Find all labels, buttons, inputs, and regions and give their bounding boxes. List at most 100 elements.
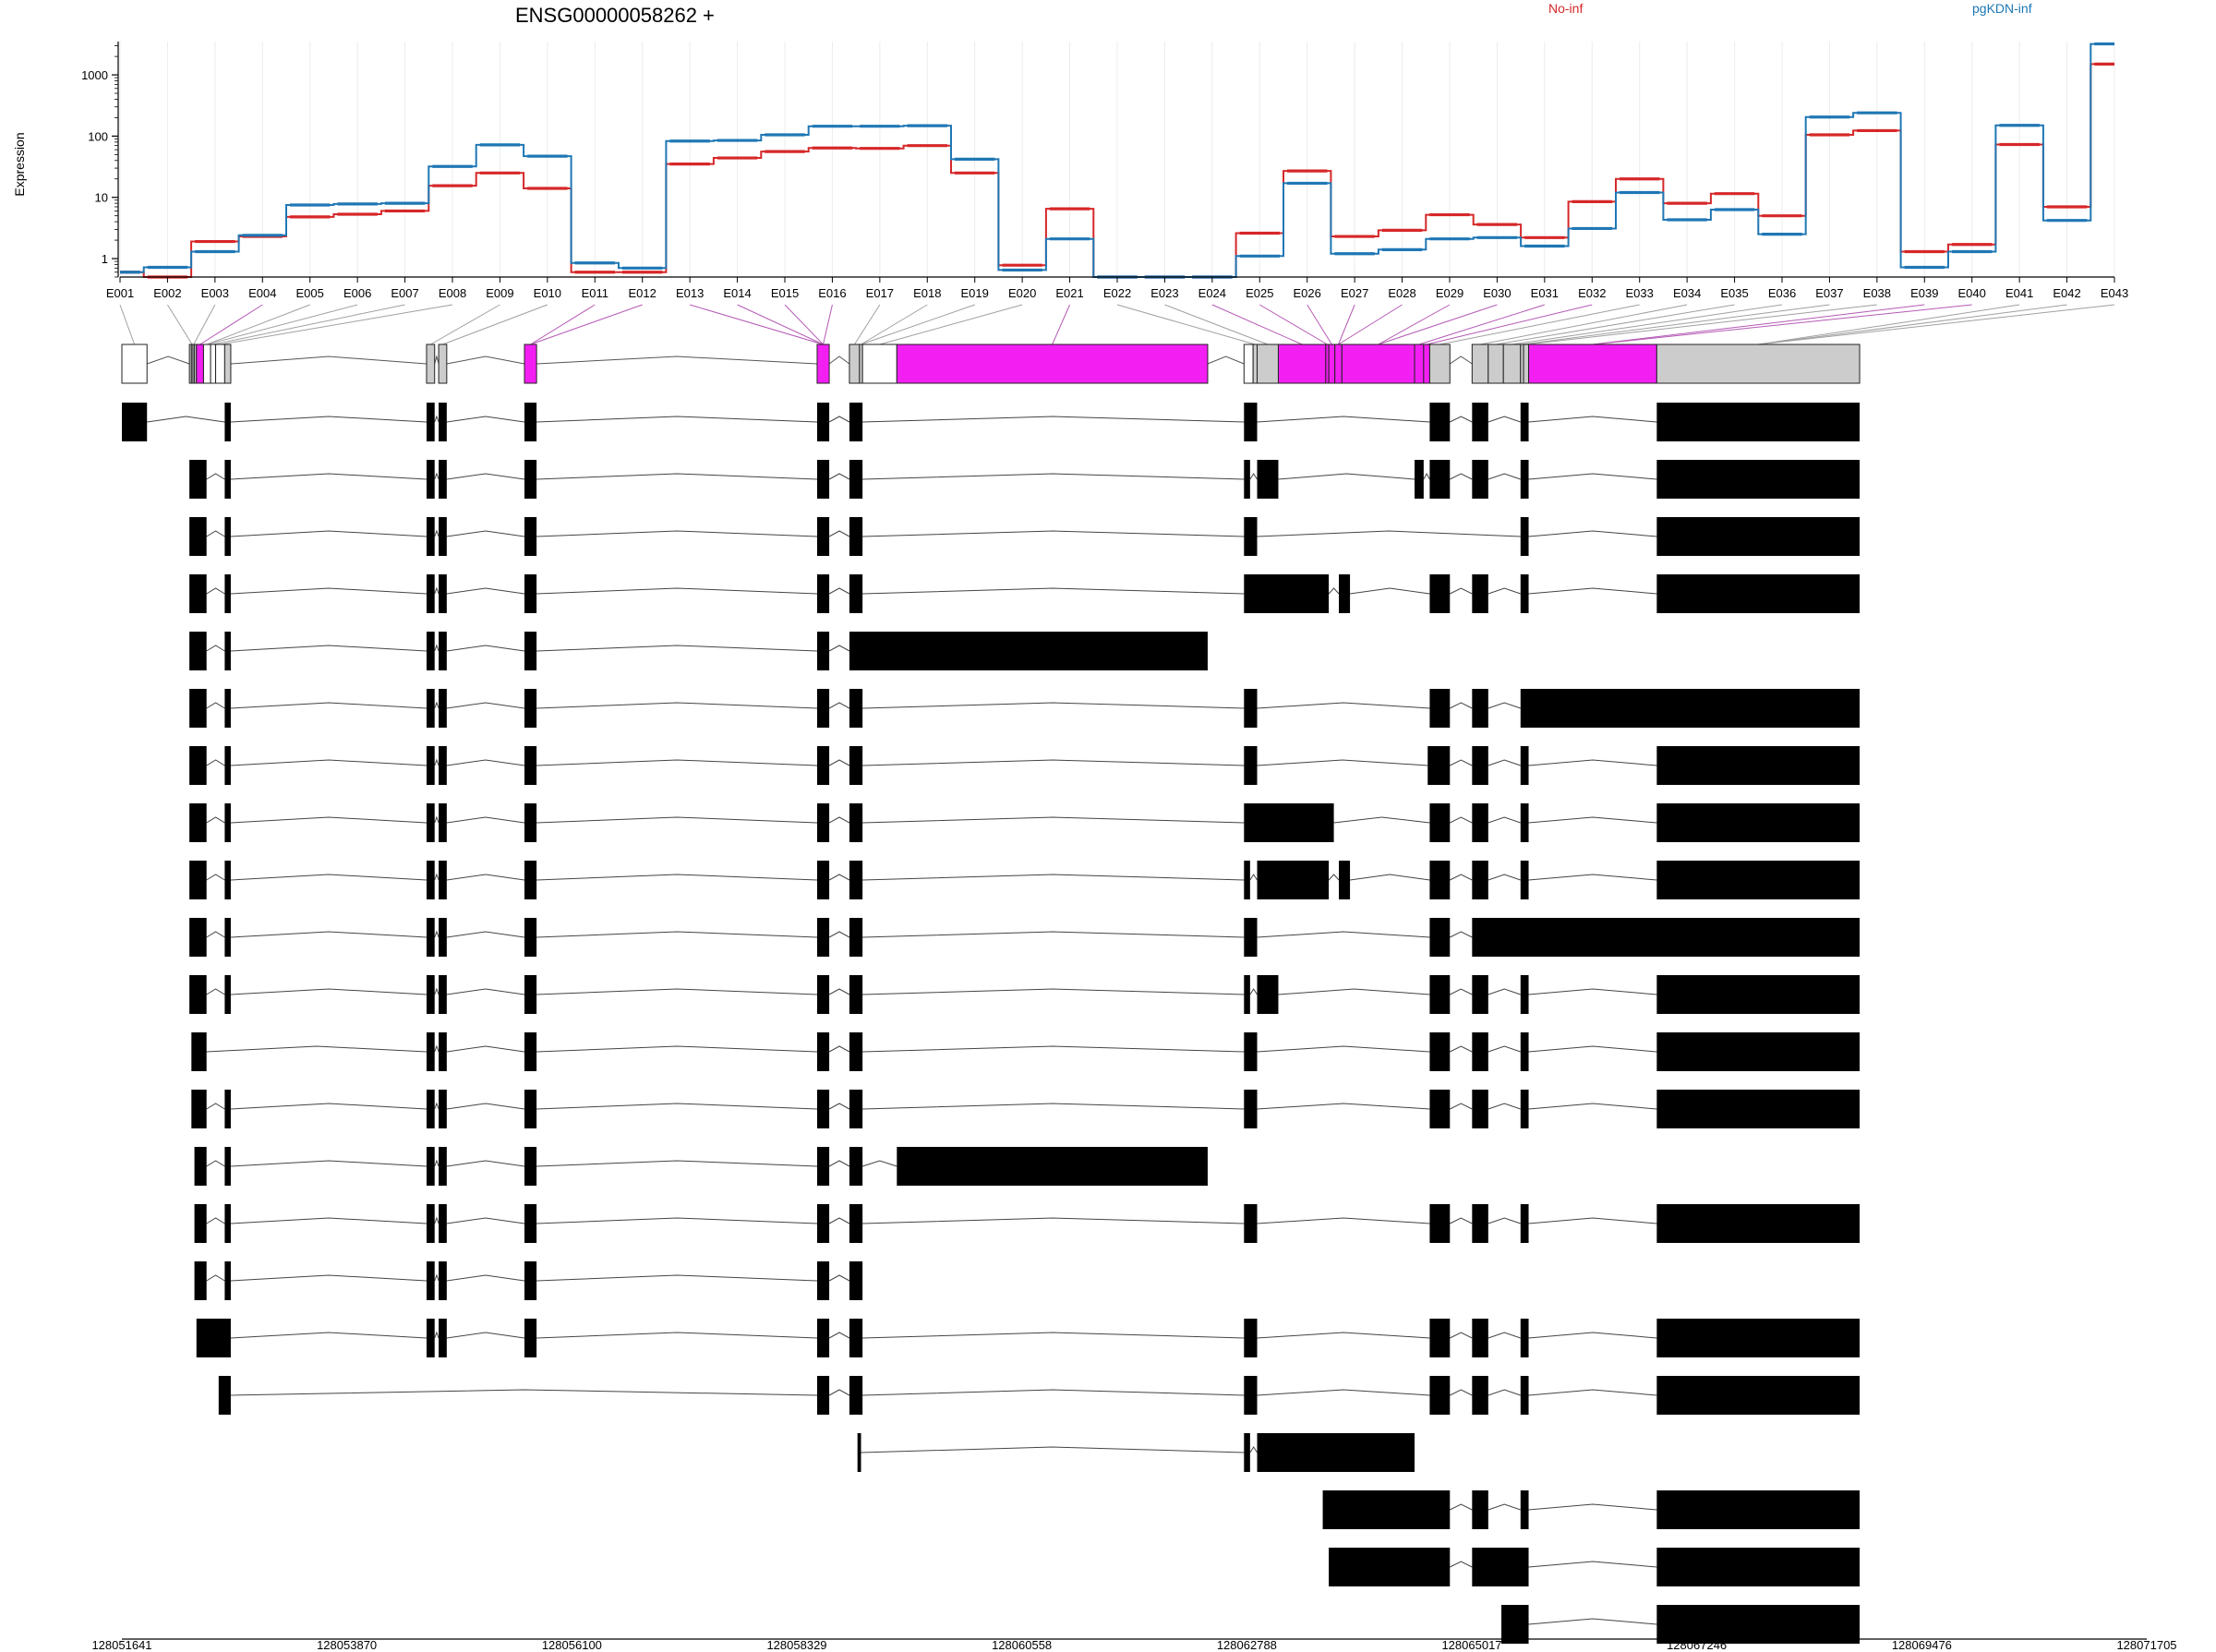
transcript-exon: [524, 803, 537, 842]
transcript-exon: [816, 861, 830, 899]
intron-line: [206, 1160, 225, 1167]
x-tick-label: E039: [1910, 286, 1938, 300]
intron-line: [1528, 1618, 1657, 1625]
intron-line: [1528, 874, 1657, 881]
intron-line: [1487, 874, 1521, 881]
intron-line: [828, 874, 850, 881]
intron-line: [1450, 816, 1473, 824]
intron-line: [446, 874, 525, 881]
intron-line: [828, 988, 850, 995]
transcript-exon: [224, 460, 231, 499]
chart-title: ENSG00000058262 +: [515, 4, 715, 27]
transcript-exon: [1472, 1548, 1529, 1586]
transcript-exon: [849, 746, 863, 785]
transcript-exon: [816, 517, 830, 556]
intron-line: [446, 1217, 525, 1224]
transcript-exon: [1656, 1204, 1861, 1243]
x-tick-label: E041: [2005, 286, 2033, 300]
intron-line: [536, 702, 817, 709]
transcript-exon: [439, 975, 447, 1014]
transcript-exon: [1472, 803, 1488, 842]
intron-line: [862, 816, 1245, 824]
intron-line: [434, 701, 440, 709]
gene-exon-block: [1471, 344, 1489, 384]
transcript-row: [189, 632, 1208, 670]
intron-line: [230, 1160, 428, 1167]
transcript-exon: [1329, 1548, 1451, 1586]
transcript-exon: [194, 1204, 207, 1243]
intron-line: [434, 529, 440, 537]
transcript-exon: [224, 861, 231, 899]
intron-line: [1450, 587, 1473, 595]
intron-line: [828, 931, 850, 938]
x-tick-label: E009: [486, 286, 513, 300]
intron-line: [434, 1331, 440, 1339]
transcript-exon: [189, 517, 207, 556]
transcript-exon: [439, 1147, 447, 1186]
transcript-exon: [189, 803, 207, 842]
intron-line: [536, 874, 817, 881]
transcript-exon: [1244, 975, 1250, 1014]
exon-connector: [853, 304, 881, 345]
transcript-exon: [849, 975, 863, 1014]
exon-connector: [199, 304, 263, 345]
gene-exon-block: [121, 344, 148, 384]
gene-exon-block: [1656, 344, 1861, 384]
intron-line: [1528, 587, 1657, 595]
intron-line: [1450, 1503, 1473, 1511]
transcript-exon: [439, 1319, 447, 1357]
intron-line: [862, 587, 1245, 595]
transcript-exon: [1656, 1605, 1861, 1644]
intron-line: [828, 416, 850, 423]
intron-line: [536, 530, 817, 537]
x-tick-label: E012: [629, 286, 656, 300]
intron-line: [230, 356, 428, 365]
transcript-exon: [189, 689, 207, 728]
transcript-exon: [1656, 1490, 1861, 1529]
intron-line: [862, 530, 1245, 537]
transcript-exon: [524, 975, 537, 1014]
intron-line: [230, 931, 428, 938]
gene-exon-block: [849, 344, 861, 384]
transcript-exon: [816, 632, 830, 670]
intron-line: [446, 530, 525, 537]
x-tick-label: E013: [676, 286, 704, 300]
intron-line: [1257, 931, 1430, 938]
transcript-exon: [1339, 574, 1351, 613]
x-tick-label: E023: [1150, 286, 1178, 300]
intron-line: [434, 873, 440, 881]
genomic-tick-label: 128065017: [1441, 1638, 1501, 1652]
intron-line: [1487, 1332, 1521, 1339]
transcript-exon: [1656, 460, 1861, 499]
transcript-exon: [1520, 1376, 1529, 1415]
transcript-exon: [191, 1090, 207, 1128]
intron-line: [1257, 416, 1430, 423]
exon-connector: [1116, 304, 1256, 345]
intron-line: [1528, 988, 1657, 995]
transcript-exon: [816, 1147, 830, 1186]
exon-connector: [1338, 304, 1355, 345]
intron-line: [862, 702, 1245, 709]
transcript-exon: [189, 460, 207, 499]
exon-connector: [1758, 304, 2020, 345]
transcript-exon: [189, 632, 207, 670]
intron-line: [862, 1103, 1245, 1110]
intron-line: [230, 645, 428, 652]
legend-entry-pgkdn-inf: pgKDN-inf: [1972, 1, 2032, 16]
transcript-exon: [1472, 1204, 1488, 1243]
exon-connector: [823, 304, 833, 345]
intron-line: [536, 587, 817, 595]
exon-connector: [1211, 304, 1303, 345]
transcript-exon: [1472, 746, 1488, 785]
exon-connector: [167, 304, 193, 345]
intron-line: [230, 530, 428, 537]
transcript-exon: [1656, 403, 1861, 441]
transcript-exon: [426, 1090, 435, 1128]
gene-exon-block: [426, 344, 436, 384]
transcript-exon: [1520, 803, 1529, 842]
transcript-row: [189, 746, 1861, 785]
intron-line: [446, 759, 525, 766]
genomic-tick-label: 128058329: [766, 1638, 826, 1652]
intron-line: [862, 1160, 897, 1167]
transcript-exon: [439, 918, 447, 957]
